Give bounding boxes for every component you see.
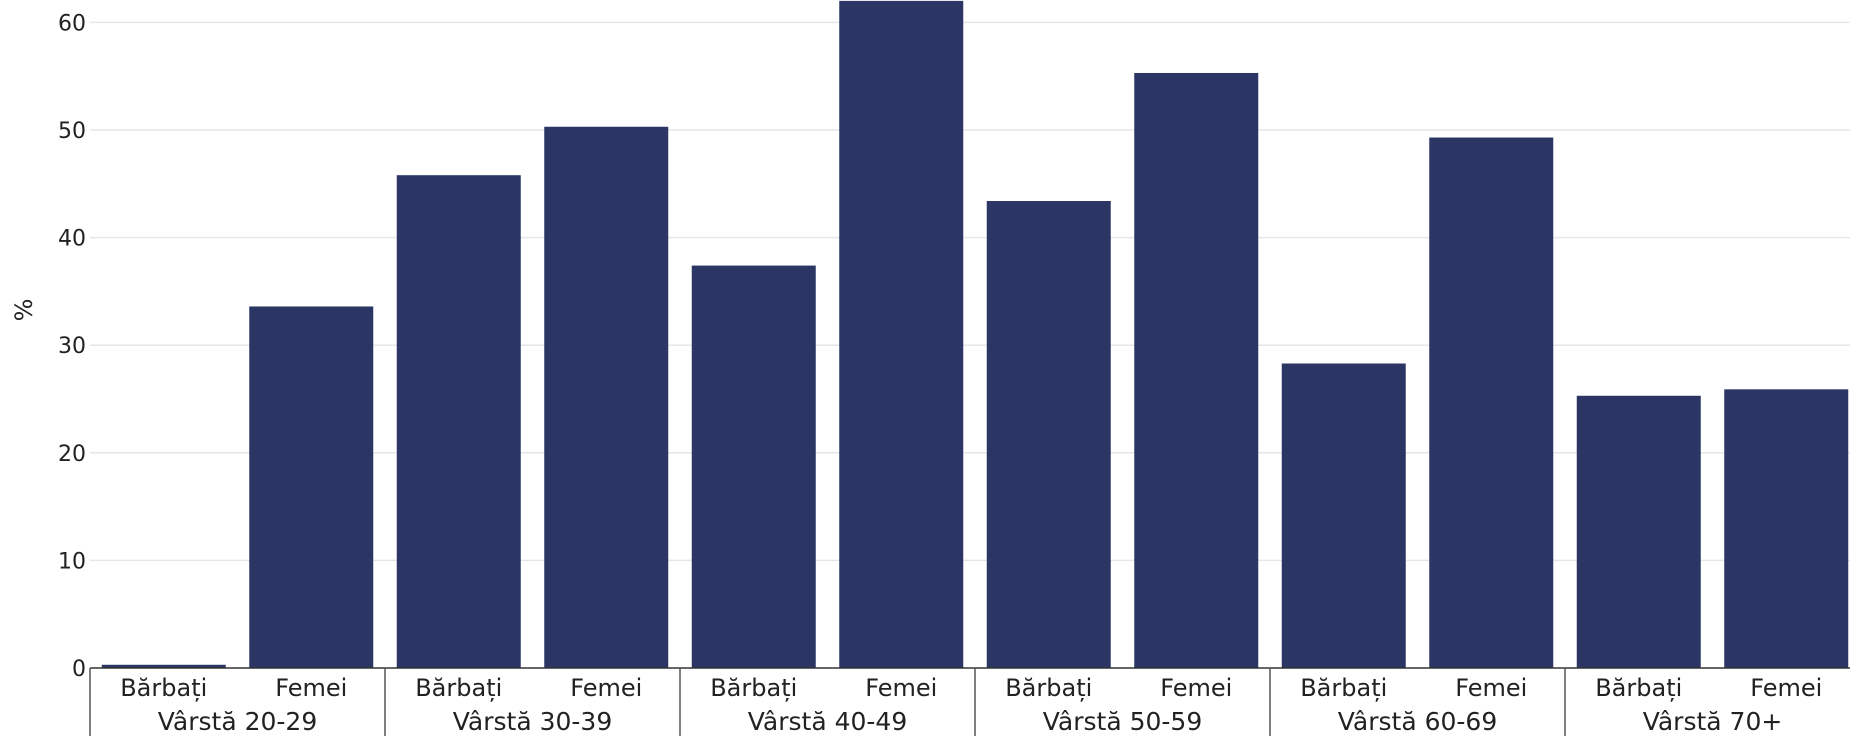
x-group-label: Vârstă 20-29 xyxy=(158,707,318,736)
x-group-label: Vârstă 60-69 xyxy=(1338,707,1498,736)
x-category-label: Femei xyxy=(865,674,937,702)
y-tick-label: 10 xyxy=(58,549,86,574)
y-axis-title: % xyxy=(10,299,38,322)
bar xyxy=(396,175,521,668)
x-category-label: Bărbați xyxy=(415,674,502,702)
gridlines xyxy=(90,21,1850,562)
x-category-label: Femei xyxy=(1750,674,1822,702)
x-axis-labels: Bărbați Femei Vârstă 20-29 Bărbați Femei Vârs… xyxy=(89,668,1822,736)
y-tick-label: 30 xyxy=(58,334,86,359)
y-tick-label: 0 xyxy=(72,657,86,682)
x-category-label: Bărbați xyxy=(120,674,207,702)
x-category-label: Bărbați xyxy=(1005,674,1092,702)
y-axis-ticks: 0 10 20 30 40 50 60 xyxy=(58,11,86,682)
y-tick-label: 50 xyxy=(58,119,86,144)
x-category-label: Femei xyxy=(570,674,642,702)
bar xyxy=(986,201,1111,669)
x-group-label: Vârstă 70+ xyxy=(1643,707,1783,736)
x-category-label: Femei xyxy=(275,674,347,702)
x-category-label: Bărbați xyxy=(1300,674,1387,702)
x-group-label: Vârstă 50-59 xyxy=(1043,707,1203,736)
bar xyxy=(1281,363,1406,668)
x-group-label: Vârstă 30-39 xyxy=(453,707,613,736)
bar xyxy=(101,664,226,668)
y-tick-label: 20 xyxy=(58,442,86,467)
bars xyxy=(101,0,1849,669)
bar xyxy=(1134,72,1259,669)
x-category-label: Femei xyxy=(1160,674,1232,702)
x-category-label: Femei xyxy=(1455,674,1527,702)
bar xyxy=(1429,137,1554,669)
y-tick-label: 40 xyxy=(58,227,86,252)
bar xyxy=(544,126,669,669)
bar xyxy=(1576,395,1701,668)
bar xyxy=(249,306,374,668)
x-category-label: Bărbați xyxy=(710,674,797,702)
x-category-label: Bărbați xyxy=(1595,674,1682,702)
bar xyxy=(839,0,964,668)
y-tick-label: 60 xyxy=(58,11,86,36)
x-group-label: Vârstă 40-49 xyxy=(748,707,908,736)
bar xyxy=(691,265,816,668)
bar xyxy=(1724,389,1849,668)
